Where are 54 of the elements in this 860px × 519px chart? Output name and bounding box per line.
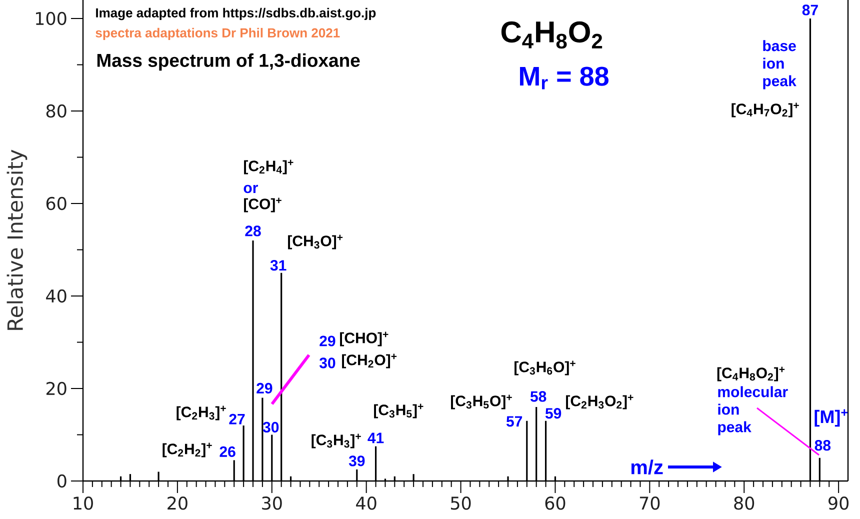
x-tick-label: 30 bbox=[262, 496, 282, 510]
annotation: M$_{r}$ = 88 bbox=[520, 66, 608, 90]
annotation: 27 bbox=[229, 414, 245, 424]
annotation: [C$_{2}$H$_{3}$O$_{2}$]$^{+}$ bbox=[566, 394, 634, 410]
x-tick-label: 60 bbox=[545, 496, 566, 510]
annotation: 30 bbox=[262, 422, 279, 433]
annotation: 31 bbox=[270, 260, 286, 271]
annotation: spectra adaptations Dr Phil Brown 2021 bbox=[96, 28, 340, 40]
x-tick-label: 40 bbox=[356, 496, 376, 510]
annotation: [M]$^{+}$ bbox=[814, 409, 848, 427]
x-tick-label: 80 bbox=[734, 496, 754, 510]
annotation: 30 bbox=[319, 358, 336, 368]
annotation: [C$_{3}$H$_{6}$O]$^{+}$ bbox=[514, 360, 576, 376]
annotation: Image adapted from https://sdbs.db.aist.go.jp bbox=[96, 8, 376, 20]
annotation: [C$_{2}$H$_{2}$]$^{+}$ bbox=[162, 442, 212, 458]
y-tick-label: 20 bbox=[46, 382, 66, 396]
annotation: 26 bbox=[220, 446, 236, 457]
x-tick-label: 70 bbox=[640, 496, 660, 510]
annotation: 28 bbox=[245, 226, 261, 236]
annotation: 57 bbox=[506, 416, 522, 427]
annotation: [C$_{4}$H$_{7}$O$_{2}$]$^{+}$ bbox=[732, 102, 799, 118]
annotation: 58 bbox=[530, 391, 546, 402]
annotation: 87 bbox=[802, 4, 818, 16]
annotation: [CO]$^{+}$ bbox=[244, 198, 282, 212]
y-tick-label: 60 bbox=[46, 196, 66, 210]
annotation: base ion peak bbox=[763, 40, 796, 90]
annotation: [C$_{2}$H$_{4}$]$^{+}$ bbox=[244, 160, 294, 174]
annotation: [CH$_{3}$O]$^{+}$ bbox=[288, 234, 343, 250]
annotation: 41 bbox=[368, 432, 384, 444]
annotation: [CH$_{2}$O]$^{+}$ bbox=[342, 354, 397, 368]
annotation: [C$_{3}$H$_{5}$]$^{+}$ bbox=[374, 404, 424, 418]
annotation: 88 bbox=[814, 440, 831, 451]
y-tick-label: 0 bbox=[58, 474, 66, 488]
text: Mass spectrum of 1,3-dioxane bbox=[97, 53, 360, 71]
x-tick-label: 10 bbox=[74, 496, 93, 510]
y-tick-label: 100 bbox=[36, 12, 66, 26]
annotation: 29 bbox=[320, 336, 336, 346]
x-axis-title: m/z bbox=[631, 460, 663, 474]
x-tick-label: 20 bbox=[168, 496, 188, 510]
annotation: [C$_{4}$H$_{8}$O$_{2}$]$^{+}$ bbox=[717, 366, 785, 382]
annotation: [CHO]$^{+}$ bbox=[340, 332, 388, 346]
annotation: [C$_{2}$H$_{3}$]$^{+}$ bbox=[176, 406, 226, 420]
annotation: [C$_{3}$H$_{3}$]$^{+}$ bbox=[312, 434, 361, 448]
annotation: C$_{4}$H$_{8}$O$_{2}$ bbox=[501, 21, 602, 49]
annotation: 29 bbox=[256, 382, 272, 394]
annotation: 59 bbox=[545, 408, 562, 419]
y-axis-title: Relative Intensity bbox=[6, 150, 28, 330]
x-tick-label: 50 bbox=[450, 496, 471, 510]
annotation: 39 bbox=[348, 456, 365, 466]
annotation: or bbox=[244, 184, 258, 194]
annotation: [C$_{3}$H$_{5}$O]$^{+}$ bbox=[451, 394, 512, 410]
y-tick-label: 40 bbox=[46, 289, 66, 303]
y-tick-label: 80 bbox=[46, 104, 66, 118]
x-tick-label: 90 bbox=[828, 496, 849, 510]
